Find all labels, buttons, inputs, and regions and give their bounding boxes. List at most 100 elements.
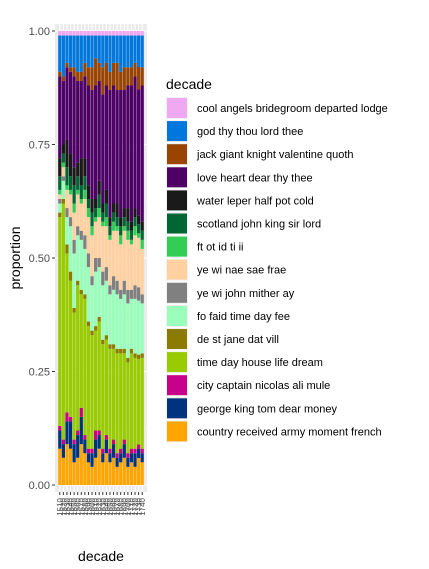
y-tick-label: 0.00 — [29, 480, 50, 492]
bar-segment — [97, 194, 101, 209]
bar-segment — [68, 226, 73, 272]
bar-segment — [111, 203, 116, 213]
bar-segment — [133, 62, 137, 77]
bar-segment — [137, 66, 141, 90]
bar-segment — [83, 298, 87, 436]
bar-segment — [86, 185, 91, 199]
legend-label: ye wi john mither ay — [197, 288, 295, 300]
x-tick-label: 1520 — [59, 497, 68, 515]
x-tick-label: 1610 — [92, 497, 101, 515]
bar-segment — [126, 31, 130, 36]
bar-segment — [115, 217, 119, 227]
bar-segment — [86, 67, 91, 86]
bar-segment — [108, 453, 112, 463]
bar-segment — [129, 31, 134, 36]
bar-segment — [72, 444, 76, 463]
bar-segment — [83, 31, 87, 36]
bar-segment — [104, 85, 108, 190]
bar-segment — [94, 58, 98, 86]
bar-segment — [90, 235, 94, 277]
bar-segment — [104, 439, 108, 454]
legend-key — [167, 398, 187, 419]
bar-segment — [133, 353, 137, 358]
bar-segment — [111, 31, 116, 36]
bar-segment — [119, 453, 123, 463]
bar-segment — [72, 439, 76, 445]
bar-segment — [119, 348, 123, 354]
x-tick-label: 1530 — [63, 497, 72, 515]
bar-segment — [79, 294, 83, 408]
bar-segment — [129, 221, 134, 231]
bar-segment — [76, 35, 80, 72]
bar-segment — [101, 35, 105, 68]
x-tick-label: 1630 — [99, 497, 108, 515]
bar-segment — [61, 198, 65, 204]
bar-segment — [61, 167, 65, 177]
bar-segment — [129, 239, 134, 245]
x-tick-label: 1570 — [77, 497, 86, 515]
bar-segment — [101, 212, 105, 222]
legend-label: ye wi nae sae frae — [197, 265, 286, 277]
bar-segment — [58, 448, 62, 485]
bar-segment — [101, 31, 105, 36]
bar-segment — [76, 194, 80, 227]
bar-segment — [86, 462, 91, 485]
bar-segment — [104, 31, 108, 36]
bar-segment — [65, 35, 69, 63]
bar-segment — [111, 85, 116, 204]
bar-segment — [61, 35, 65, 77]
bar-segment — [140, 67, 144, 86]
bar-segment — [79, 185, 83, 199]
legend-key — [167, 375, 187, 396]
bar-segment — [115, 62, 119, 91]
bar-segment — [86, 198, 91, 209]
bar-segment — [101, 462, 105, 485]
bar-segment — [58, 217, 62, 426]
bar-segment — [140, 357, 144, 449]
bar-segment — [126, 289, 130, 304]
x-tick-label: 1590 — [84, 497, 93, 515]
bar-segment — [58, 176, 62, 190]
bar-segment — [61, 457, 65, 485]
bar-segment — [129, 353, 134, 449]
x-tick-label: 1710 — [127, 497, 136, 515]
bar-segment — [58, 35, 62, 72]
bar-segment — [111, 276, 116, 290]
bar-segment — [65, 167, 69, 186]
bar-segment — [108, 71, 112, 91]
bar-segment — [61, 180, 65, 199]
bar-segment — [72, 462, 76, 485]
bar-segment — [119, 35, 123, 72]
bar-segment — [111, 439, 116, 445]
bar-segment — [79, 444, 83, 485]
bar-segment — [129, 67, 134, 86]
bar-segment — [76, 31, 80, 36]
bar-segment — [61, 162, 65, 168]
bar-segment — [65, 139, 69, 168]
bar-segment — [122, 67, 126, 91]
bar-segment — [115, 203, 119, 218]
bar-segment — [115, 294, 119, 349]
bar-segment — [104, 217, 108, 227]
bar-segment — [61, 144, 65, 154]
bar-segment — [101, 344, 105, 449]
bar-segment — [79, 35, 83, 72]
bar-segment — [111, 344, 116, 349]
bar-segment — [108, 31, 112, 36]
bar-segment — [76, 226, 80, 236]
bar-segment — [79, 158, 83, 186]
bar-segment — [83, 439, 87, 454]
y-tick-label: 0.25 — [29, 367, 50, 379]
bar-segment — [126, 67, 130, 86]
bar-segment — [111, 221, 116, 231]
x-tick-label: 1640 — [102, 497, 111, 515]
bar-segment — [101, 226, 105, 272]
legend-label: time day house life dream — [197, 357, 323, 369]
bar-segment — [137, 89, 141, 216]
bar-segment — [68, 280, 73, 417]
bar-segment — [58, 189, 62, 195]
legend-label: george king tom dear money — [197, 403, 338, 415]
bar-segment — [72, 239, 76, 254]
bar-segment — [115, 280, 119, 295]
bar-segment — [108, 217, 112, 227]
